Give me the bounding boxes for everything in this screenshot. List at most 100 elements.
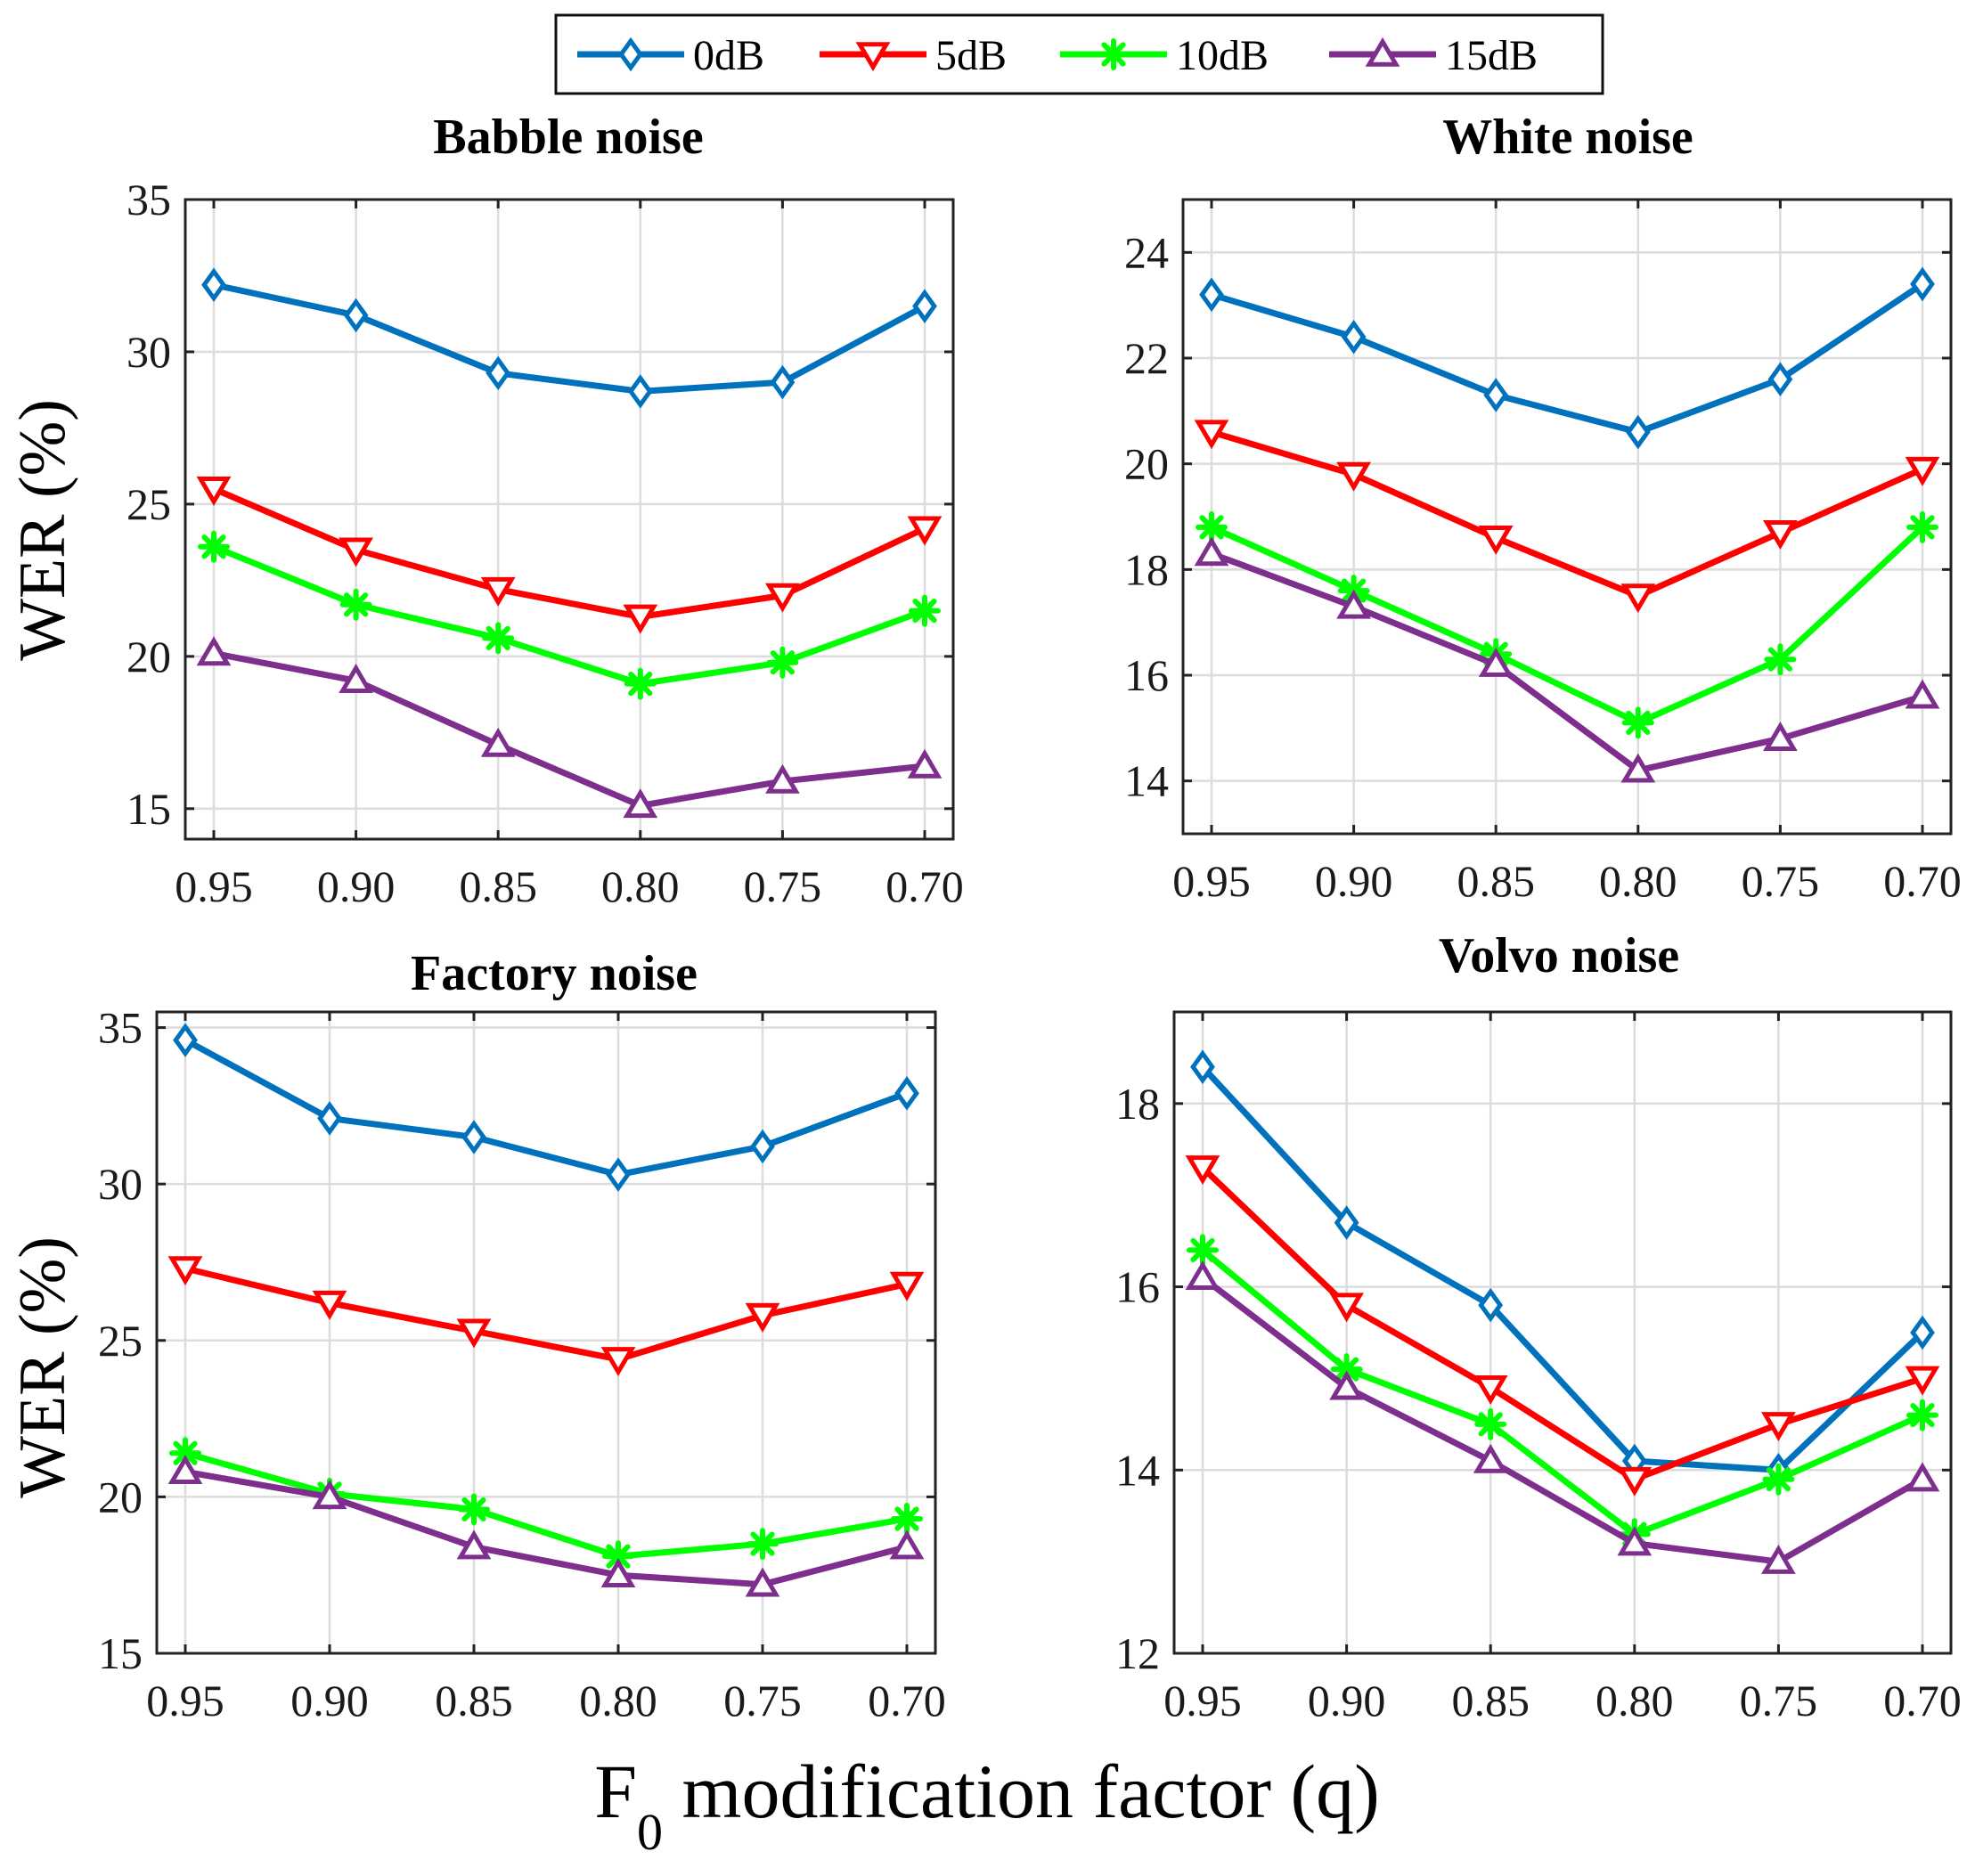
data-point [1617,1466,1653,1497]
x-axis: 0.95 0.90 0.85 0.80 0.75 0.70 [1163,1012,1962,1725]
series-line [210,649,928,809]
x-axis: 0.95 0.90 0.85 0.80 0.75 0.70 [1172,200,1962,906]
x-tick-label: 0.75 [723,1676,802,1725]
data-point [624,667,657,700]
data-point [1478,1287,1504,1323]
data-point [312,1290,347,1320]
y-tick-label: 14 [1115,1445,1160,1495]
y-tick-label: 15 [126,784,171,834]
data-point [1620,753,1656,783]
data-point [1620,583,1656,614]
panel-white-noise: White noise 0.95 0.90 0.85 0.80 0.75 0.70 14 16… [1124,110,1962,906]
series-0dB [1199,266,1935,450]
y-tick-label: 30 [98,1159,143,1209]
data-point [1905,1366,1940,1396]
y-tick-label: 35 [126,175,171,224]
data-point [765,763,800,794]
panel-title: Volvo noise [1439,928,1679,983]
y-tick-label: 20 [126,632,171,681]
series-line [1208,281,1926,436]
data-point [456,1529,492,1560]
data-point [1329,1370,1364,1400]
series-line [1208,551,1926,774]
axes-box [1172,1010,1953,1655]
series-10dB [198,530,941,700]
x-tick-label: 0.90 [1315,856,1393,906]
data-point [339,537,373,567]
panel-babble-noise: Babble noise 0.95 0.90 0.85 0.80 0.75 0.70 15 2… [126,110,964,911]
series-line [1199,1246,1926,1538]
data-point [765,583,800,613]
data-point [198,530,230,563]
data-point [1336,461,1371,492]
series-line [1208,428,1926,600]
x-tick-label: 0.75 [744,861,822,911]
y-tick-label: 16 [1124,650,1169,700]
data-point [600,1347,636,1377]
x-tick-label: 0.85 [435,1676,513,1725]
grid [1174,1012,1951,1655]
data-point [196,636,232,666]
panel-title: White noise [1442,110,1693,165]
data-point [1763,520,1798,550]
data-point [1334,1205,1359,1240]
data-point [1194,536,1229,567]
x-tick-label: 0.85 [459,861,537,911]
y-axis: 15 20 25 30 35 [98,1003,935,1678]
y-axis: 12 14 16 18 [1115,1079,1951,1678]
x-tick-label: 0.95 [1163,1676,1242,1725]
x-axis-title-rest: modification factor (q) [663,1749,1380,1834]
x-tick-label: 0.75 [1740,1676,1818,1725]
series-15dB [167,1455,925,1597]
data-point [1905,679,1940,709]
data-point [1905,1462,1940,1492]
data-point [167,1455,203,1485]
x-axis-title-main: F [594,1749,637,1834]
data-point [747,1528,779,1561]
series-line [182,1449,910,1560]
series-line [1208,524,1926,726]
legend-label: 15dB [1445,32,1538,79]
data-point [745,1302,780,1333]
series-0dB [1190,1049,1935,1488]
legend-label: 5dB [935,32,1007,79]
panel-factory-noise: Factory noise 0.95 0.90 0.85 0.80 0.75 0.7015… [98,946,946,1725]
data-point [623,788,658,819]
x-tick-label: 0.75 [1742,856,1820,906]
data-point [339,588,372,621]
data-point [1473,1374,1508,1405]
y-tick-label: 12 [1115,1628,1160,1678]
data-point [1910,1315,1935,1350]
data-point [907,516,943,546]
series-10dB [169,1437,923,1573]
x-tick-label: 0.90 [317,861,396,911]
y-tick-label: 14 [1124,756,1169,806]
data-point [1478,525,1514,555]
panel-title: Factory noise [411,946,698,1001]
data-point [1625,414,1651,450]
data-point [201,267,226,303]
series-15dB [1194,536,1940,783]
x-tick-label: 0.90 [1308,1676,1386,1725]
x-tick-label: 0.95 [1172,856,1251,906]
series-10dB [1196,510,1938,739]
data-point [1763,722,1798,751]
series-5dB [1194,420,1940,614]
data-point [907,748,943,779]
data-point [480,576,516,607]
data-point [167,1256,203,1286]
series-line [210,281,928,395]
data-point [1762,1463,1795,1496]
y-axis: 15 20 25 30 35 [126,175,953,834]
y-tick-label: 35 [98,1003,143,1053]
data-point [745,1567,780,1597]
panel-volvo-noise: Volvo noise 0.95 0.90 0.85 0.80 0.75 0.70 12 14… [1115,928,1962,1725]
data-point [486,355,511,391]
legend-entry: 0dB [577,32,764,79]
series-0dB [201,267,937,409]
data-point [766,646,799,679]
series-5dB [196,477,943,634]
legend-entries: 0dB 5dB 10dB 15dB [577,32,1538,79]
y-axis-title-top: WER (%) [6,399,79,661]
